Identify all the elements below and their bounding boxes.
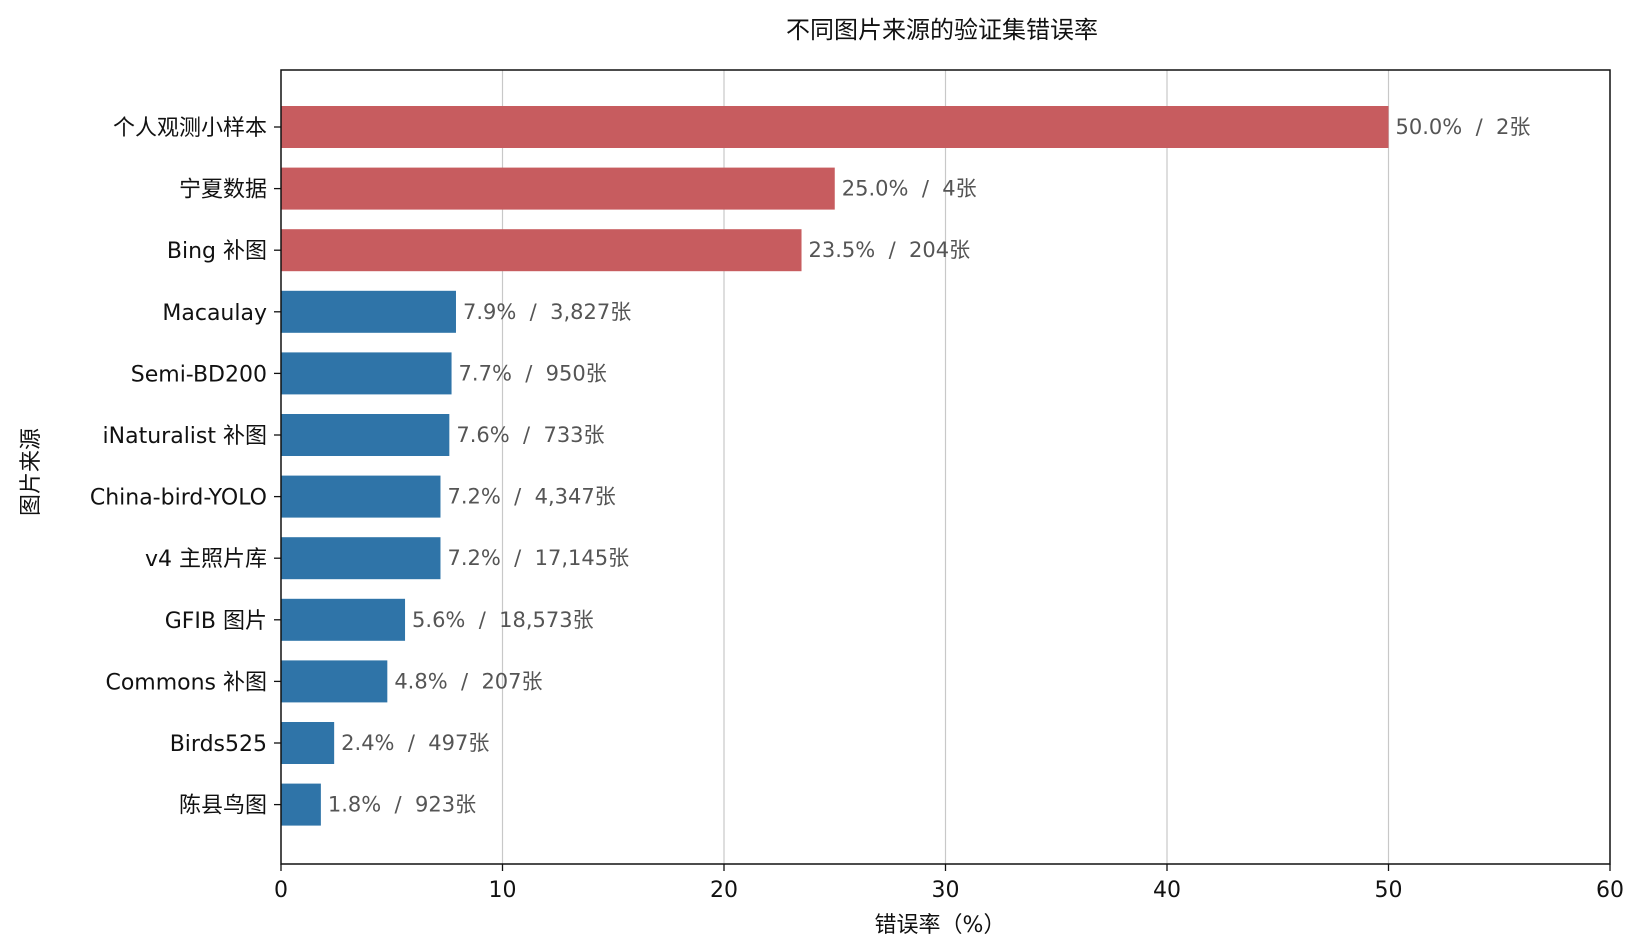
- bar-value-label: 2.4% / 497张: [341, 731, 489, 755]
- category-label: v4 主照片库: [145, 547, 267, 572]
- data-labels: 50.0% / 2张 25.0% / 4张 23.5% / 204张 7.9% / 3…: [328, 115, 1530, 817]
- bar-value-label: 4.8% / 207张: [394, 669, 542, 693]
- bar-value-label: 7.9% / 3,827张: [463, 300, 631, 324]
- bars: [281, 106, 1389, 826]
- bar: [281, 475, 441, 518]
- bar: [281, 783, 321, 826]
- bar-value-label: 50.0% / 2张: [1396, 115, 1531, 139]
- x-axis-ticks: 0 10 20 30 40 50 60: [274, 864, 1624, 903]
- y-axis-title: 图片来源: [19, 428, 44, 516]
- category-label: Macaulay: [162, 301, 267, 326]
- bar: [281, 229, 802, 272]
- category-label: China-bird-YOLO: [90, 486, 267, 511]
- x-tick-label: 40: [1153, 878, 1181, 903]
- bar-value-label: 1.8% / 923张: [328, 793, 476, 817]
- bar: [281, 106, 1389, 148]
- bar-value-label: 7.6% / 733张: [456, 423, 604, 447]
- x-axis-title: 错误率（%）: [875, 913, 1006, 938]
- category-label: 个人观测小样本: [113, 116, 267, 141]
- bar-value-label: 25.0% / 4张: [842, 177, 977, 201]
- bar: [281, 660, 388, 703]
- bar: [281, 167, 835, 210]
- category-label: GFIB 图片: [165, 609, 267, 634]
- bar-value-label: 5.6% / 18,573张: [412, 608, 594, 632]
- x-tick-label: 0: [274, 878, 288, 903]
- category-label: Commons 补图: [105, 670, 267, 695]
- bar: [281, 598, 406, 641]
- bar-value-label: 7.2% / 17,145张: [447, 546, 629, 570]
- x-tick-label: 10: [489, 878, 517, 903]
- category-label: Birds525: [170, 732, 267, 757]
- bar-value-label: 23.5% / 204张: [809, 238, 971, 262]
- category-label: 宁夏数据: [179, 178, 267, 203]
- category-label: iNaturalist 补图: [103, 424, 267, 449]
- bar: [281, 537, 441, 580]
- x-tick-label: 20: [710, 878, 738, 903]
- chart-title: 不同图片来源的验证集错误率: [786, 16, 1098, 44]
- bar: [281, 290, 456, 333]
- bar: [281, 722, 335, 764]
- x-tick-label: 60: [1596, 878, 1624, 903]
- category-label: 陈县鸟图: [179, 794, 267, 819]
- x-tick-label: 50: [1375, 878, 1403, 903]
- category-label: Bing 补图: [167, 239, 267, 264]
- x-tick-label: 30: [932, 878, 960, 903]
- bar: [281, 414, 450, 456]
- category-label: Semi-BD200: [131, 362, 267, 387]
- bar-value-label: 7.7% / 950张: [459, 361, 607, 385]
- bar-value-label: 7.2% / 4,347张: [447, 485, 615, 509]
- bar: [281, 352, 452, 395]
